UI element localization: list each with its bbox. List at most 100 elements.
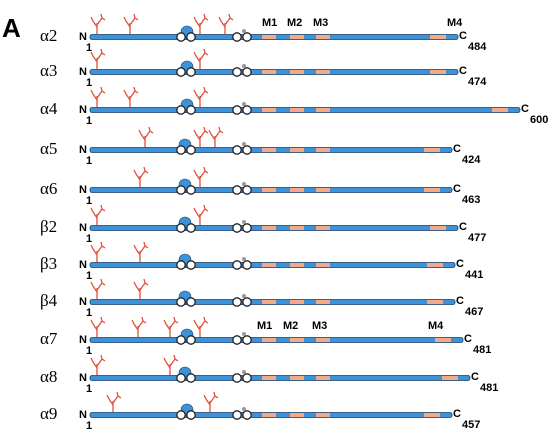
transmembrane-segment bbox=[430, 35, 446, 39]
cys-dot bbox=[242, 142, 246, 146]
transmembrane-segment bbox=[424, 413, 440, 417]
chain bbox=[89, 375, 471, 381]
transmembrane-segment bbox=[262, 148, 276, 152]
cys-dot bbox=[242, 370, 246, 374]
cysteine bbox=[242, 185, 252, 195]
transmembrane-segment bbox=[262, 300, 276, 304]
start-residue: 1 bbox=[86, 270, 92, 282]
n-terminus: N bbox=[79, 66, 87, 78]
cysteine bbox=[232, 410, 242, 420]
glycosylation-site bbox=[193, 166, 209, 187]
subunit-label: α9 bbox=[40, 404, 57, 423]
cysteine bbox=[242, 32, 252, 42]
cysteine bbox=[186, 145, 196, 155]
cys-dot bbox=[242, 102, 246, 106]
cysteine bbox=[186, 335, 196, 345]
cys-dot bbox=[242, 332, 246, 336]
cysteine bbox=[186, 105, 196, 115]
glycosylation-site bbox=[90, 48, 106, 69]
cysteine bbox=[176, 32, 186, 42]
cysteine bbox=[186, 185, 196, 195]
cysteine bbox=[186, 410, 196, 420]
glycosylation-site bbox=[90, 278, 106, 299]
glycosylation-site bbox=[203, 391, 219, 412]
n-terminus: N bbox=[79, 144, 87, 156]
cysteine bbox=[232, 67, 242, 77]
glycosylation-site bbox=[138, 126, 154, 147]
n-terminus: N bbox=[79, 334, 87, 346]
panel-label: A bbox=[2, 13, 21, 43]
transmembrane-segment bbox=[316, 70, 330, 74]
cysteine bbox=[176, 335, 186, 345]
transmembrane-segment bbox=[442, 376, 458, 380]
transmembrane-segment bbox=[290, 263, 304, 267]
transmembrane-segment bbox=[316, 338, 330, 342]
transmembrane-segment bbox=[427, 300, 443, 304]
glycosylation-site bbox=[90, 241, 106, 262]
c-terminus: C bbox=[456, 295, 464, 307]
cysteine bbox=[176, 260, 186, 270]
end-residue: 467 bbox=[465, 306, 483, 318]
glycosylation-site bbox=[133, 278, 149, 299]
transmembrane-segment bbox=[262, 108, 276, 112]
cys-dot bbox=[242, 220, 246, 224]
motif-label: M4 bbox=[447, 17, 463, 29]
cys-dot bbox=[242, 64, 246, 68]
cysteine bbox=[242, 410, 252, 420]
transmembrane-segment bbox=[430, 226, 446, 230]
end-residue: 481 bbox=[473, 344, 491, 356]
transmembrane-segment bbox=[316, 413, 330, 417]
transmembrane-segment bbox=[316, 300, 330, 304]
motif-label: M3 bbox=[312, 320, 327, 332]
cysteine bbox=[242, 67, 252, 77]
transmembrane-segment bbox=[262, 413, 276, 417]
transmembrane-segment bbox=[290, 70, 304, 74]
c-terminus: C bbox=[453, 183, 461, 195]
transmembrane-segment bbox=[290, 376, 304, 380]
subunit-label: α5 bbox=[40, 139, 57, 158]
start-residue: 1 bbox=[86, 345, 92, 357]
cysteine bbox=[242, 373, 252, 383]
cysteine bbox=[242, 297, 252, 307]
glycosylation-site bbox=[123, 13, 139, 34]
cysteine bbox=[232, 297, 242, 307]
glycosylation-site bbox=[106, 391, 122, 412]
start-residue: 1 bbox=[86, 77, 92, 89]
n-terminus: N bbox=[79, 259, 87, 271]
c-terminus: C bbox=[456, 258, 464, 270]
subunit-label: α3 bbox=[40, 61, 57, 80]
transmembrane-segment bbox=[262, 263, 276, 267]
motif-label: M2 bbox=[287, 17, 302, 29]
glycosylation-site bbox=[163, 316, 179, 337]
c-terminus: C bbox=[453, 408, 461, 420]
glycosylation-site bbox=[193, 13, 209, 34]
subunit-label: β3 bbox=[40, 254, 57, 273]
end-residue: 477 bbox=[468, 232, 486, 244]
end-residue: 463 bbox=[462, 194, 480, 206]
glycosylation-site bbox=[90, 86, 106, 107]
glycosylation-site bbox=[90, 316, 106, 337]
motif-label: M2 bbox=[283, 320, 298, 332]
cysteine bbox=[176, 105, 186, 115]
transmembrane-segment bbox=[262, 376, 276, 380]
c-terminus: C bbox=[464, 333, 472, 345]
chain bbox=[89, 337, 464, 343]
motif-label: M4 bbox=[428, 320, 444, 332]
end-residue: 600 bbox=[530, 114, 548, 126]
end-residue: 424 bbox=[462, 154, 481, 166]
cysteine bbox=[242, 335, 252, 345]
glycosylation-site bbox=[193, 204, 209, 225]
c-terminus: C bbox=[471, 371, 479, 383]
c-terminus: C bbox=[459, 221, 467, 233]
start-residue: 1 bbox=[86, 115, 92, 127]
transmembrane-segment bbox=[262, 70, 276, 74]
transmembrane-segment bbox=[290, 188, 304, 192]
glycosylation-site bbox=[90, 354, 106, 375]
cysteine bbox=[186, 223, 196, 233]
transmembrane-segment bbox=[290, 148, 304, 152]
cysteine bbox=[242, 223, 252, 233]
cysteine bbox=[232, 145, 242, 155]
transmembrane-segment bbox=[435, 338, 451, 342]
n-terminus: N bbox=[79, 104, 87, 116]
